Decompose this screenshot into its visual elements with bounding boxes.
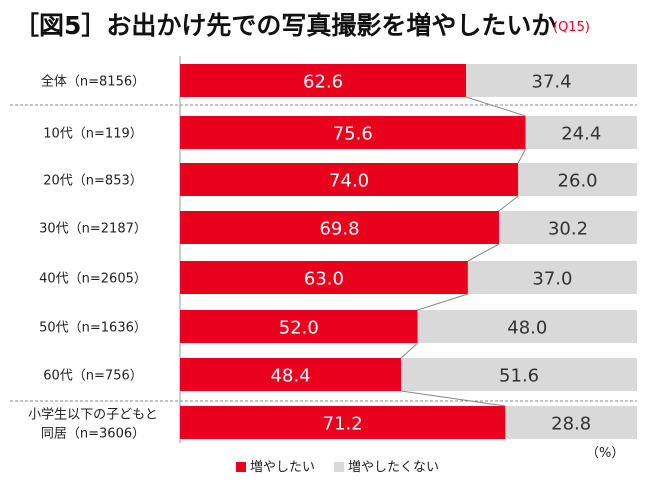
category-label-2: 20代（n=853） xyxy=(43,174,143,189)
data-label-increase-3: 69.8 xyxy=(319,219,359,240)
bar-increase-0 xyxy=(180,64,467,97)
bar-not-increase-3 xyxy=(498,211,637,244)
data-label-not-increase-5: 48.0 xyxy=(507,318,547,339)
category-label-5: 50代（n=1636） xyxy=(39,321,147,336)
data-label-not-increase-1: 24.4 xyxy=(561,124,601,145)
bar-increase-2 xyxy=(180,163,519,196)
bar-increase-3 xyxy=(180,211,499,244)
legend-label-not-increase: 増やしたくない xyxy=(348,460,439,475)
category-label-1: 10代（n=119） xyxy=(43,127,143,142)
category-label-6: 60代（n=756） xyxy=(43,369,143,384)
connector-line-5 xyxy=(400,342,418,359)
connector-line-1 xyxy=(517,148,526,164)
bar-not-increase-7 xyxy=(505,406,637,439)
bar-increase-5 xyxy=(180,310,418,343)
data-label-not-increase-7: 28.8 xyxy=(551,414,591,435)
bar-not-increase-2 xyxy=(518,163,637,196)
legend-swatch-increase xyxy=(236,462,246,472)
data-label-not-increase-4: 37.0 xyxy=(532,269,572,290)
bar-increase-6 xyxy=(180,358,402,391)
bar-increase-4 xyxy=(180,261,468,294)
legend-swatch-not-increase xyxy=(334,462,344,472)
connector-line-4 xyxy=(417,293,469,311)
legend-label-increase: 増やしたい xyxy=(250,460,315,475)
bar-increase-1 xyxy=(180,116,526,149)
chart-title: ［図5］お出かけ先での写真撮影を増やしたいか xyxy=(14,11,557,40)
category-label-0: 全体（n=8156） xyxy=(41,74,145,90)
data-label-increase-7: 71.2 xyxy=(323,414,363,435)
bar-not-increase-0 xyxy=(466,64,637,97)
connector-line-2 xyxy=(498,195,519,212)
connector-line-0 xyxy=(465,96,526,117)
data-label-not-increase-0: 37.4 xyxy=(532,72,572,93)
question-number: (Q15) xyxy=(553,20,590,35)
category-label-3: 30代（n=2187） xyxy=(39,222,147,237)
category-label-4: 40代（n=2605） xyxy=(39,272,147,287)
data-label-not-increase-2: 26.0 xyxy=(558,171,598,192)
bar-not-increase-5 xyxy=(417,310,637,343)
data-label-not-increase-3: 30.2 xyxy=(548,219,588,240)
connector-line-6 xyxy=(401,390,506,407)
bar-not-increase-1 xyxy=(525,116,637,149)
bar-increase-7 xyxy=(180,406,506,439)
data-label-increase-4: 63.0 xyxy=(304,269,344,290)
unit-label: （%） xyxy=(586,446,624,461)
data-label-increase-1: 75.6 xyxy=(333,124,373,145)
category-label-7-line-0: 小学生以下の子どもと xyxy=(28,407,158,423)
data-label-increase-5: 52.0 xyxy=(279,318,319,339)
category-label-7-line-1: 同居（n=3606） xyxy=(41,427,145,442)
data-label-increase-6: 48.4 xyxy=(271,366,311,387)
data-label-not-increase-6: 51.6 xyxy=(499,366,539,387)
connector-line-3 xyxy=(467,243,500,262)
bar-not-increase-4 xyxy=(467,261,637,294)
bar-not-increase-6 xyxy=(401,358,637,391)
data-label-increase-0: 62.6 xyxy=(303,72,343,93)
data-label-increase-2: 74.0 xyxy=(329,171,369,192)
